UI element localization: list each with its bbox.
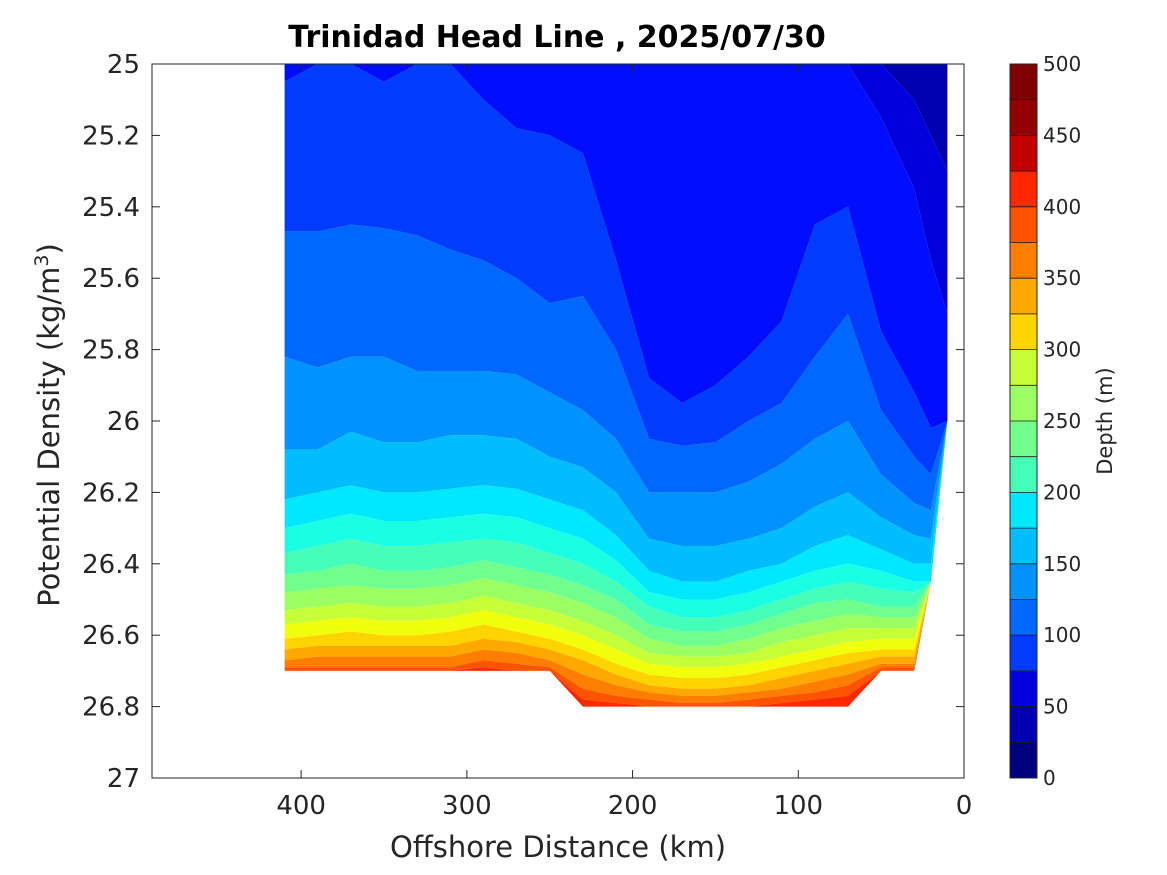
contour-fill	[284, 64, 948, 707]
contour-band	[284, 64, 948, 314]
colorbar-swatch	[1010, 206, 1037, 243]
contour-band	[284, 356, 948, 546]
colorbar-swatch	[1010, 456, 1037, 493]
colorbar-swatch	[1010, 349, 1037, 386]
y-axis-title: Potential Density (kg/m3)	[31, 243, 66, 607]
colorbar-tick-label: 250	[1043, 409, 1081, 433]
y-tick-label: 26.2	[82, 478, 140, 508]
colorbar-swatch	[1010, 563, 1037, 600]
y-axis-title-main: Potential Density (kg/m	[32, 267, 66, 607]
y-tick-label: 26	[107, 407, 140, 437]
contour-band	[284, 421, 948, 600]
colorbar-swatch	[1010, 528, 1037, 565]
contour-band	[284, 64, 948, 429]
colorbar-tick-label: 100	[1043, 623, 1081, 647]
colorbar-tick-label: 350	[1043, 266, 1081, 290]
x-axis-title: Offshore Distance (km)	[390, 830, 726, 864]
colorbar: 0 50 100 150 200 250 300 350 400 450 500	[1009, 52, 1081, 790]
contour-band	[284, 421, 948, 646]
colorbar-tick-label: 300	[1043, 338, 1081, 362]
contour-band	[284, 421, 948, 582]
y-tick-label: 26.4	[82, 550, 140, 580]
contour-band	[284, 421, 948, 668]
colorbar-swatch	[1010, 313, 1037, 351]
colorbar-tick-label: 0	[1043, 766, 1056, 790]
colorbar-swatch	[1010, 99, 1037, 136]
contour-band	[284, 421, 948, 657]
colorbar-swatch	[1010, 599, 1037, 636]
colorbar-swatch	[1010, 706, 1037, 743]
x-tick-label: 200	[608, 791, 658, 821]
y-tick-label: 26.6	[82, 621, 140, 651]
colorbar-tick-label: 400	[1043, 195, 1081, 219]
colorbar-swatch	[1010, 242, 1037, 279]
x-tick-label: 0	[956, 791, 973, 821]
colorbar-swatch	[1010, 171, 1037, 208]
contour-band	[284, 421, 948, 618]
y-tick-label: 25.4	[82, 193, 140, 223]
colorbar-swatch	[1010, 385, 1037, 422]
colorbar-tick-label: 500	[1043, 52, 1081, 76]
colorbar-tick-label: 200	[1043, 480, 1081, 504]
x-tick-label: 100	[773, 791, 823, 821]
contour-band	[284, 421, 948, 632]
y-tick-label: 25.2	[82, 121, 140, 151]
colorbar-swatch	[1010, 278, 1037, 315]
y-tick-label: 26.8	[82, 693, 140, 723]
colorbar-tick-label: 150	[1043, 552, 1081, 576]
colorbar-swatch	[1010, 135, 1037, 172]
y-axis-title-superscript: 3	[31, 254, 53, 266]
colorbar-tick-label: 450	[1043, 123, 1081, 147]
colorbar-swatch	[1010, 635, 1037, 672]
colorbar-swatch	[1010, 670, 1037, 708]
contour-band	[284, 224, 948, 511]
colorbar-title: Depth (m)	[1093, 367, 1117, 474]
y-tick-label: 25.6	[82, 264, 140, 294]
y-tick-label: 25.8	[82, 336, 140, 366]
colorbar-swatch	[1010, 742, 1037, 779]
y-tick-label: 27	[107, 764, 140, 794]
x-tick-label: 400	[276, 791, 326, 821]
colorbar-frame	[1009, 63, 1038, 779]
colorbar-swatch	[1010, 421, 1037, 458]
colorbar-swatch	[1010, 64, 1037, 101]
x-tick-label: 300	[442, 791, 492, 821]
x-axis: 400 300 200 100 0	[276, 64, 972, 821]
contour-band	[284, 64, 948, 475]
colorbar-swatch	[1010, 492, 1037, 529]
chart-title: Trinidad Head Line , 2025/07/30	[288, 20, 825, 55]
y-axis: 25 25.2 25.4 25.6 25.8 26 26.2 26.4 26.6 26.8 27	[82, 50, 964, 794]
y-axis-title-close: )	[32, 243, 66, 254]
y-tick-label: 25	[107, 50, 140, 80]
colorbar-tick-label: 50	[1043, 695, 1068, 719]
